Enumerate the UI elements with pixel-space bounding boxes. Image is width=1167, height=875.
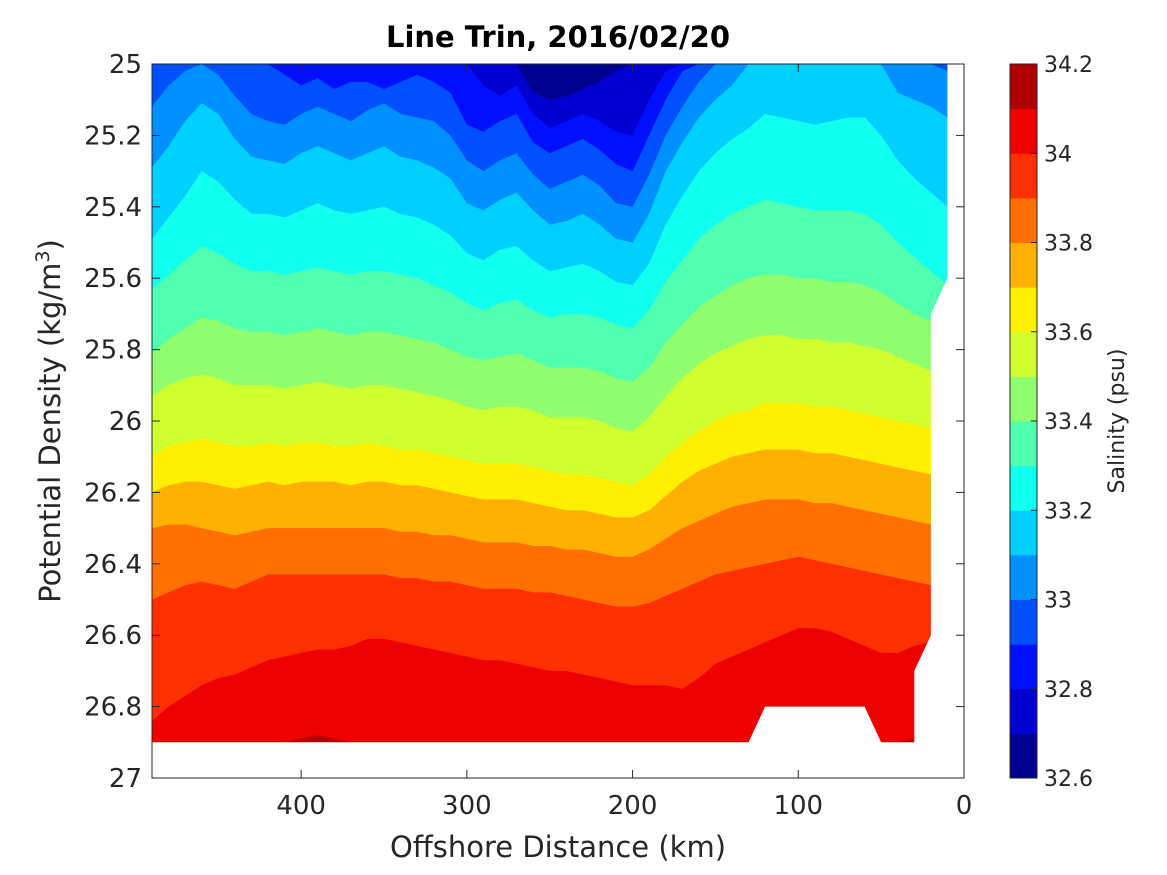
x-tick-label: 100	[773, 791, 823, 821]
colorbar-segment	[1010, 64, 1037, 110]
colorbar-tick-label: 32.8	[1044, 678, 1093, 703]
y-axis-label-close: )	[33, 239, 67, 250]
x-axis-label: Offshore Distance (km)	[390, 830, 726, 864]
colorbar-label: Salinity (psu)	[1105, 349, 1130, 494]
colorbar-tick-label: 33.2	[1044, 499, 1093, 524]
colorbar-segment	[1010, 554, 1037, 601]
y-axis-label: Potential Density (kg/m3)	[32, 239, 67, 603]
colorbar-segment	[1010, 510, 1037, 556]
contour-band-13	[152, 628, 948, 778]
y-tick-label: 26	[109, 407, 142, 437]
y-tick-label: 25.4	[84, 193, 142, 223]
colorbar-segment	[1010, 465, 1037, 511]
colorbar-segment	[1010, 197, 1037, 244]
colorbar-segment	[1010, 421, 1037, 467]
y-tick-label: 25.6	[84, 264, 142, 294]
colorbar-segment	[1010, 153, 1037, 199]
y-tick-label: 26.6	[84, 621, 142, 651]
colorbar-tick-label: 33.6	[1044, 321, 1093, 346]
colorbar-tick-label: 32.6	[1044, 767, 1093, 792]
y-tick-label: 26.4	[84, 550, 142, 580]
chart-title: Line Trin, 2016/02/20	[386, 20, 730, 54]
x-tick-label: 0	[956, 791, 973, 821]
colorbar-ticks: 32.6 32.8 33 33.2 33.4 33.6 33.8 34 34.2	[1031, 53, 1093, 792]
colorbar-tick-label: 34	[1044, 142, 1072, 167]
x-axis: 400 300 200 100 0	[276, 64, 972, 821]
y-tick-label: 25.8	[84, 336, 142, 366]
y-axis-label-superscript: 3	[32, 250, 54, 262]
y-axis-label-main: Potential Density (kg/m	[33, 263, 67, 603]
y-tick-label: 25.2	[84, 121, 142, 151]
colorbar-segment	[1010, 242, 1037, 288]
y-tick-label: 26.8	[84, 693, 142, 723]
x-tick-label: 400	[276, 791, 326, 821]
contour-fill-layer	[152, 64, 964, 778]
colorbar-segment	[1010, 376, 1037, 422]
colorbar: 32.6 32.8 33 33.2 33.4 33.6 33.8 34 34.2 Salinit…	[1009, 53, 1130, 792]
y-axis: 25 25.2 25.4 25.6 25.8 26 26.2 26.4 26.6 26.8 27	[84, 50, 964, 794]
x-tick-label: 200	[608, 791, 658, 821]
colorbar-segment	[1010, 331, 1037, 377]
colorbar-segment	[1010, 644, 1037, 690]
colorbar-segments	[1010, 64, 1037, 779]
colorbar-segment	[1010, 733, 1037, 779]
y-tick-label: 25	[109, 50, 142, 80]
colorbar-segment	[1010, 599, 1037, 645]
colorbar-tick-label: 34.2	[1044, 53, 1093, 78]
colorbar-segment	[1010, 108, 1037, 154]
colorbar-tick-label: 33.8	[1044, 232, 1093, 257]
y-tick-label: 27	[109, 764, 142, 794]
x-tick-label: 300	[442, 791, 492, 821]
colorbar-segment	[1010, 287, 1037, 333]
colorbar-segment	[1010, 688, 1037, 734]
y-tick-label: 26.2	[84, 478, 142, 508]
colorbar-tick-label: 33	[1044, 589, 1072, 614]
colorbar-tick-label: 33.4	[1044, 410, 1093, 435]
